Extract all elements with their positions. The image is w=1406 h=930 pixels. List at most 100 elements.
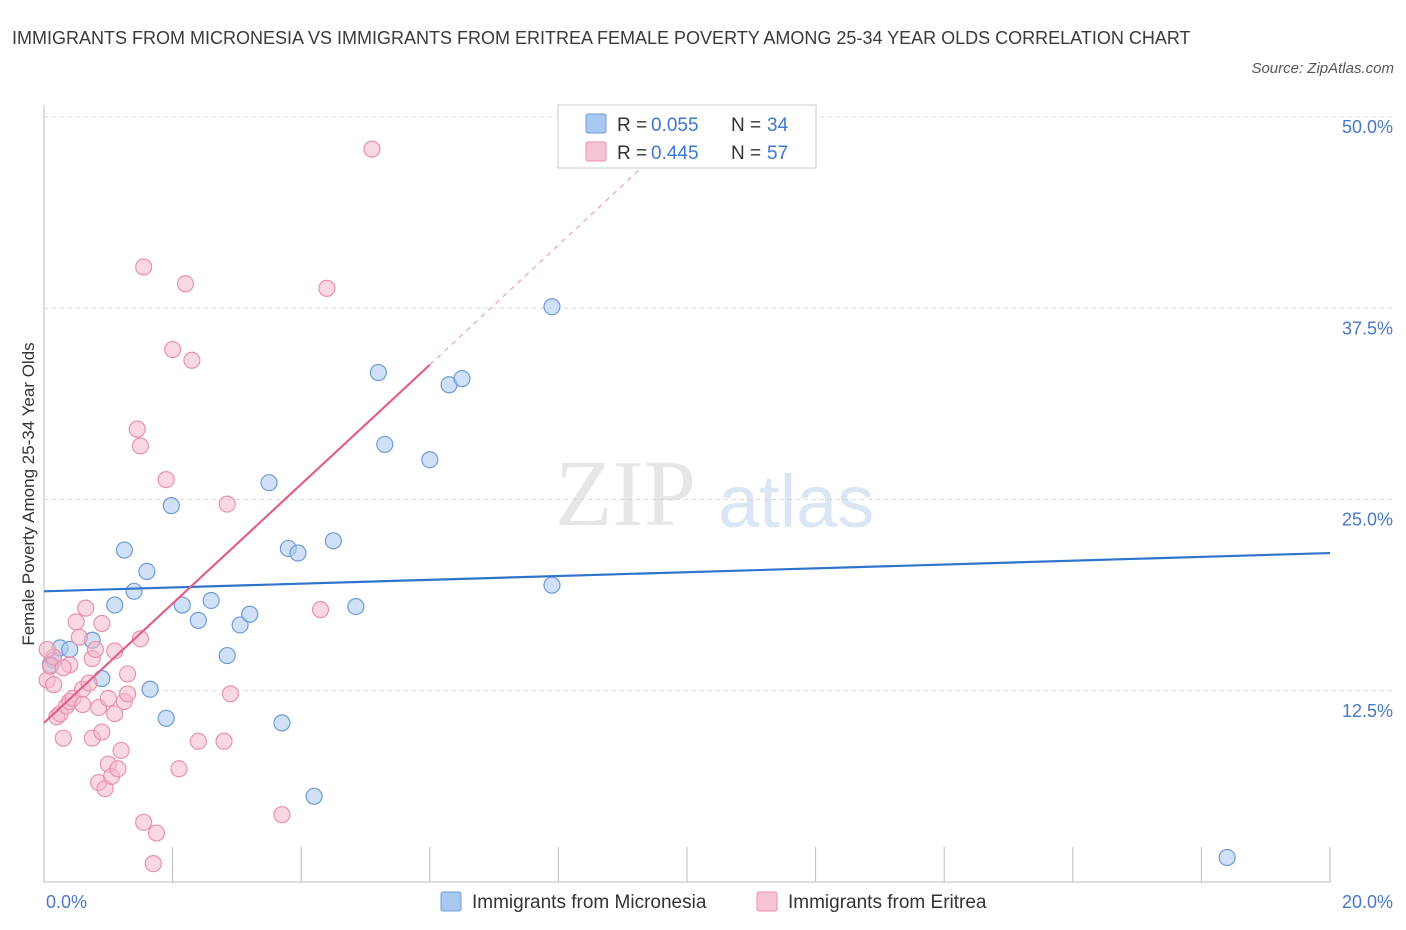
micronesia-point: [218, 646, 236, 665]
eritrea-point: [218, 495, 236, 513]
eritrea-point: [54, 659, 72, 677]
trend-line-eritrea: [43, 364, 431, 724]
micronesia-point: [421, 451, 439, 469]
legend-n-value-blue: 34: [767, 115, 789, 136]
y-tick-label: 12.5%: [1342, 701, 1393, 721]
bottom-legend-label-micronesia: Immigrants from Micronesia: [472, 892, 707, 913]
legend-n-value-pink: 57: [767, 143, 788, 164]
legend-swatch-pink: [585, 141, 607, 162]
micronesia-point: [289, 544, 307, 562]
micronesia-point: [324, 532, 342, 550]
micronesia-point: [1218, 848, 1236, 867]
legend-n-label-blue: N =: [731, 115, 761, 136]
eritrea-point: [73, 695, 92, 714]
eritrea-point: [38, 640, 56, 659]
micronesia-point: [543, 576, 561, 594]
eritrea-point: [45, 676, 63, 694]
eritrea-point: [215, 732, 233, 750]
micronesia-point: [138, 562, 156, 581]
eritrea-point: [118, 665, 137, 683]
trend-line-micronesia: [43, 551, 1331, 593]
micronesia-point: [173, 596, 191, 614]
x-tick-label-max: 20.0%: [1342, 892, 1393, 912]
micronesia-point: [241, 605, 259, 623]
legend-r-label-blue: R =: [617, 115, 647, 136]
eritrea-point: [135, 258, 153, 276]
eritrea-point: [99, 689, 117, 708]
trend-line-eritrea-extension: [429, 154, 656, 366]
x-tick-label-min: 0.0%: [46, 892, 87, 912]
eritrea-point: [109, 760, 127, 778]
micronesia-point: [260, 474, 278, 492]
source-label: Source: ZipAtlas.com: [1251, 60, 1394, 77]
micronesia-point: [162, 497, 180, 515]
eritrea-point: [318, 279, 336, 297]
eritrea-point: [135, 813, 153, 831]
eritrea-point: [183, 351, 201, 369]
correlation-legend: R = 0.055 N = 34 R = 0.445 N = 57: [557, 104, 817, 169]
eritrea-point: [67, 613, 85, 631]
series-legend: Immigrants from Micronesia Immigrants fr…: [440, 891, 987, 913]
micronesia-point: [376, 435, 394, 454]
eritrea-point: [106, 705, 124, 723]
eritrea-point: [70, 628, 88, 646]
micronesia-point: [141, 680, 159, 698]
legend-r-label-pink: R =: [617, 143, 647, 164]
eritrea-point: [221, 685, 240, 703]
gridlines: [44, 116, 1393, 692]
eritrea-point: [157, 471, 175, 489]
micronesia-point: [115, 541, 133, 559]
eritrea-point: [147, 824, 166, 842]
eritrea-point: [93, 723, 111, 741]
micronesia-point: [157, 709, 175, 727]
micronesia-point: [347, 597, 365, 616]
y-tick-label: 25.0%: [1342, 510, 1393, 530]
bottom-legend-swatch-pink: [756, 891, 778, 912]
watermark-zip: ZIP: [555, 442, 696, 546]
eritrea-point: [112, 741, 130, 760]
legend-swatch-blue: [585, 113, 607, 134]
micronesia-point: [273, 714, 291, 732]
watermark-atlas: atlas: [718, 460, 874, 543]
micronesia-point: [189, 611, 207, 629]
eritrea-point: [311, 601, 330, 619]
y-axis-label: Female Poverty Among 25-34 Year Olds: [19, 342, 38, 645]
micronesia-point: [202, 591, 220, 610]
x-tick-marks: [43, 847, 1331, 882]
eritrea-point: [170, 760, 188, 778]
legend-r-value-blue: 0.055: [651, 115, 699, 136]
eritrea-point: [144, 855, 162, 873]
bottom-legend-swatch-blue: [440, 891, 462, 912]
micronesia-point: [231, 616, 249, 634]
eritrea-point: [80, 674, 98, 692]
eritrea-point: [54, 729, 72, 747]
trend-lines: [43, 154, 1331, 724]
eritrea-point: [118, 685, 137, 703]
micronesia-point: [543, 298, 561, 316]
micronesia-point: [369, 363, 387, 382]
y-tick-label: 50.0%: [1342, 117, 1393, 137]
series-micronesia-points: [41, 298, 1236, 867]
eritrea-point: [86, 640, 105, 659]
y-tick-label: 37.5%: [1342, 318, 1393, 338]
eritrea-point: [273, 806, 291, 824]
eritrea-point: [189, 732, 207, 750]
eritrea-point: [164, 340, 182, 359]
eritrea-point: [93, 614, 111, 633]
eritrea-point: [128, 420, 146, 438]
chart-title: IMMIGRANTS FROM MICRONESIA VS IMMIGRANTS…: [12, 28, 1191, 48]
legend-r-value-pink: 0.445: [651, 143, 699, 164]
eritrea-point: [131, 630, 150, 648]
series-eritrea-points: [38, 140, 381, 873]
eritrea-point: [131, 437, 150, 455]
eritrea-point: [176, 275, 195, 293]
eritrea-point: [77, 599, 95, 617]
micronesia-point: [125, 582, 143, 600]
eritrea-point: [363, 140, 381, 158]
bottom-legend-label-eritrea: Immigrants from Eritrea: [788, 892, 987, 913]
legend-n-label-pink: N =: [731, 143, 761, 164]
y-tick-labels: 12.5% 25.0% 37.5% 50.0%: [1342, 117, 1393, 721]
micronesia-point: [106, 596, 124, 614]
micronesia-point: [453, 370, 471, 388]
